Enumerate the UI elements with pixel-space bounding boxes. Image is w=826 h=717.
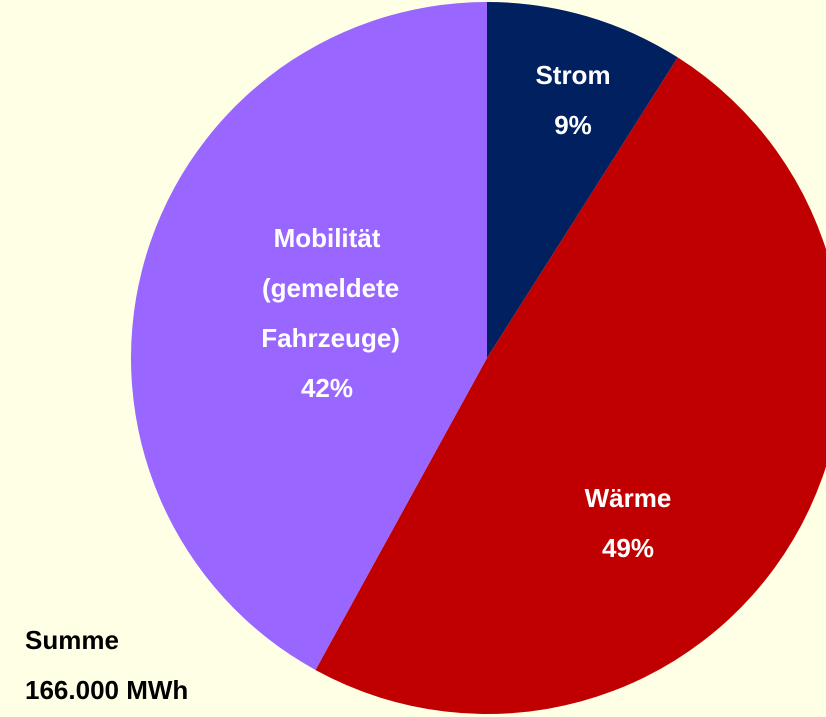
value-label: 9%: [554, 110, 592, 140]
annotation: Summe: [25, 625, 119, 655]
slice-label: Strom: [535, 60, 610, 90]
slice-label: Wärme: [585, 483, 672, 513]
pie-slice: [131, 2, 488, 670]
value-label: 49%: [602, 533, 654, 563]
pie-slice: [487, 2, 678, 358]
value-label: 42%: [301, 373, 353, 403]
annotation: 166.000 MWh: [25, 675, 188, 705]
slice-label: Mobilität (gemeldete Fahrzeuge): [254, 223, 400, 353]
pie-slice: [315, 57, 826, 714]
